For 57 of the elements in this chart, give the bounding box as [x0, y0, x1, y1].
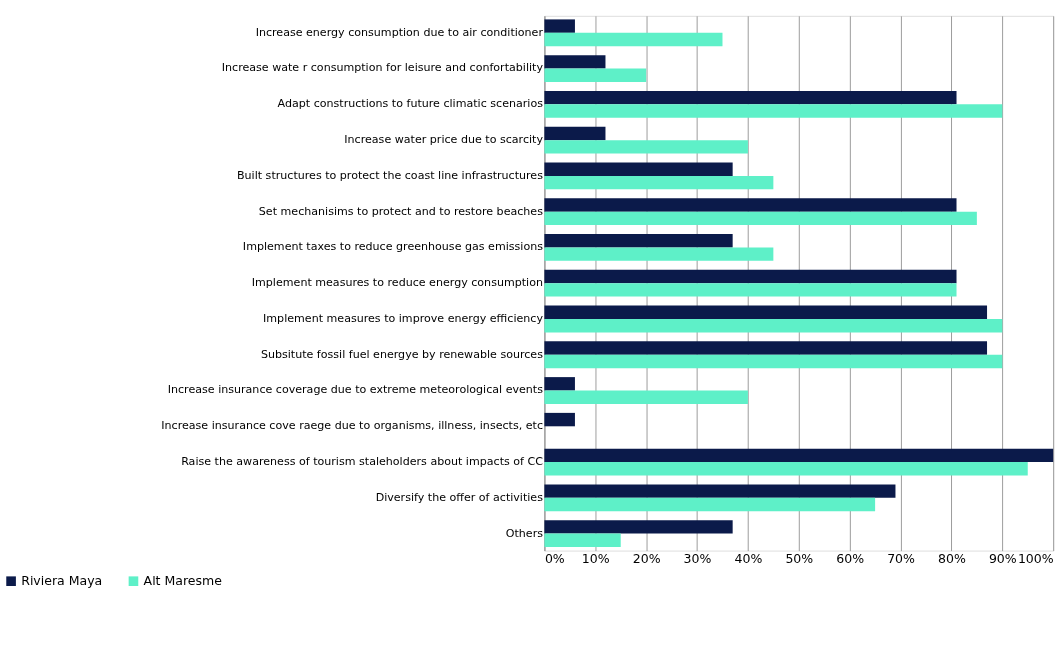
bar [544, 283, 957, 297]
y-tick-label: Diversify the offer of activities [375, 490, 544, 504]
x-tick-label: 30% [683, 550, 712, 566]
y-tick-label: Others [505, 526, 544, 540]
x-tick-label: 80% [938, 550, 966, 566]
y-tick-label: Implement measures to reduce energy consumption [251, 276, 543, 290]
y-tick-label: Increase insurance coverage due to extreme meteorological events [167, 383, 544, 397]
bar [544, 19, 575, 33]
bar [544, 198, 957, 212]
legend-label: Riviera Maya [21, 573, 103, 589]
bar [544, 247, 774, 261]
y-tick-label: Increase water price due to scarcity [344, 133, 544, 147]
bar [544, 305, 988, 319]
y-tick-label: Raise the awareness of tourism staleholders about impacts of CC [181, 454, 544, 468]
bar [544, 390, 748, 404]
y-tick-label: Subsitute fossil fuel energye by renewable sources [260, 347, 544, 361]
legend-label: Alt Maresme [143, 573, 223, 589]
y-tick-label: Increase energy consumption due to air conditioner [255, 25, 544, 39]
x-tick-label: 90% [988, 550, 1017, 566]
bar [544, 533, 621, 548]
bar [544, 318, 1003, 333]
bar [544, 354, 1003, 369]
x-tick-label: 50% [785, 550, 814, 566]
bar [544, 55, 606, 69]
bar [544, 520, 733, 534]
bar [544, 104, 1003, 118]
x-tick-label: 70% [887, 550, 916, 566]
bar [544, 90, 957, 105]
x-tick-label: 40% [734, 550, 763, 566]
y-tick-label: Increase insurance cove raege due to organisms, illness, insects, etc [161, 419, 543, 433]
bar [544, 412, 575, 427]
bar [544, 341, 988, 355]
bar [544, 140, 748, 154]
bar [544, 175, 774, 190]
bar [544, 484, 896, 498]
x-tick-label: 100% [1017, 550, 1054, 566]
bar [544, 497, 876, 512]
x-tick-label: 60% [836, 550, 865, 566]
y-tick-label: Increase wate r consumption for leisure and confortability [221, 61, 544, 75]
y-tick-label: Set mechanisims to protect and to restore beaches [258, 204, 544, 218]
bar [544, 32, 723, 47]
bar [544, 448, 1054, 463]
x-tick-label: 10% [581, 550, 610, 566]
bar [544, 462, 1028, 476]
y-tick-label: Built structures to protect the coast line infrastructures [236, 168, 544, 182]
bar [544, 269, 957, 284]
y-tick-label: Implement measures to improve energy efficiency [263, 311, 544, 325]
y-tick-label: Adapt constructions to future climatic scenarios [277, 97, 544, 111]
bar [544, 234, 733, 248]
bar [544, 162, 733, 176]
bar [544, 377, 575, 391]
bar [544, 68, 647, 82]
y-tick-label: Implement taxes to reduce greenhouse gas emissions [242, 240, 544, 254]
x-tick-label: 0% [544, 550, 565, 566]
x-tick-label: 20% [632, 550, 661, 566]
bar [544, 211, 977, 226]
bar [544, 126, 606, 141]
